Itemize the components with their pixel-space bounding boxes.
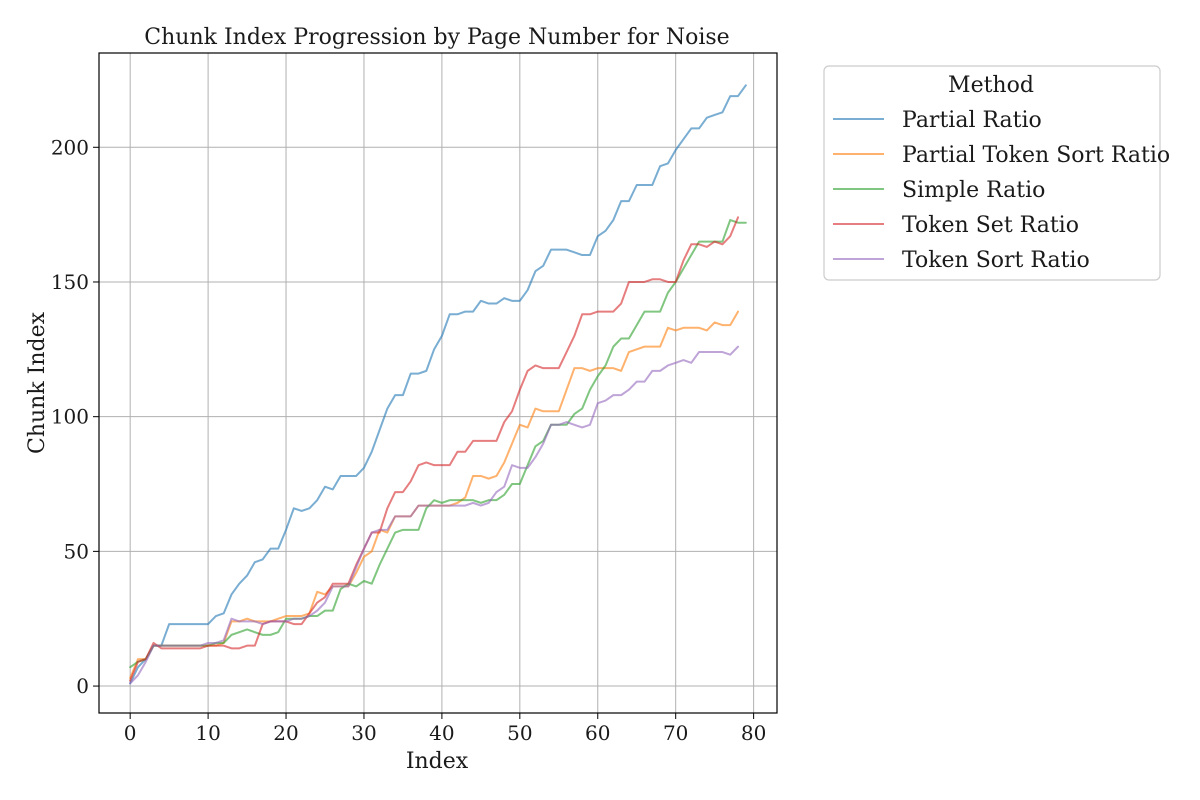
x-tick-label-20: 20 xyxy=(273,721,298,745)
legend-label-partial-ratio: Partial Ratio xyxy=(902,108,1042,133)
series-line-token-set-ratio xyxy=(129,216,740,682)
x-tick-label-0: 0 xyxy=(124,721,137,745)
y-tick-label-150: 150 xyxy=(51,270,89,294)
legend-label-partial-token-sort-ratio: Partial Token Sort Ratio xyxy=(902,143,1170,168)
plot-frame xyxy=(98,52,778,714)
legend-items: Partial Ratio Partial Token Sort Ratio Sim… xyxy=(833,108,1170,273)
y-tick-label-200: 200 xyxy=(51,135,89,159)
x-tick-label-30: 30 xyxy=(351,721,376,745)
series-line-simple-ratio xyxy=(129,219,747,669)
series-line-partial-token-sort-ratio xyxy=(129,310,740,679)
x-axis-ticks: 0 10 20 30 40 50 60 70 80 xyxy=(124,713,766,745)
y-tick-label-50: 50 xyxy=(64,539,89,563)
legend-box xyxy=(823,65,1161,281)
y-tick-label-100: 100 xyxy=(51,405,89,429)
x-tick-label-10: 10 xyxy=(195,721,220,745)
y-tick-label-0: 0 xyxy=(76,674,89,698)
legend-label-token-sort-ratio: Token Sort Ratio xyxy=(902,248,1090,273)
legend-title: Method xyxy=(948,73,1034,98)
legend-label-token-set-ratio: Token Set Ratio xyxy=(902,213,1079,238)
x-tick-label-40: 40 xyxy=(429,721,454,745)
chart-title: Chunk Index Progression by Page Number f… xyxy=(144,25,729,50)
x-axis-label: Index xyxy=(406,749,469,774)
legend: Method Partial Ratio Partial Token Sort R… xyxy=(823,65,1170,281)
legend-label-simple-ratio: Simple Ratio xyxy=(902,178,1045,203)
series-lines xyxy=(129,84,747,685)
series-line-partial-ratio xyxy=(129,84,747,685)
grid-lines xyxy=(99,53,777,713)
y-axis-label: Chunk Index xyxy=(25,311,50,454)
y-axis-ticks: 0 50 100 150 200 xyxy=(51,135,99,698)
x-tick-label-50: 50 xyxy=(507,721,532,745)
series-line-token-sort-ratio xyxy=(129,345,740,685)
x-tick-label-60: 60 xyxy=(585,721,610,745)
x-tick-label-70: 70 xyxy=(663,721,688,745)
x-tick-label-80: 80 xyxy=(741,721,766,745)
